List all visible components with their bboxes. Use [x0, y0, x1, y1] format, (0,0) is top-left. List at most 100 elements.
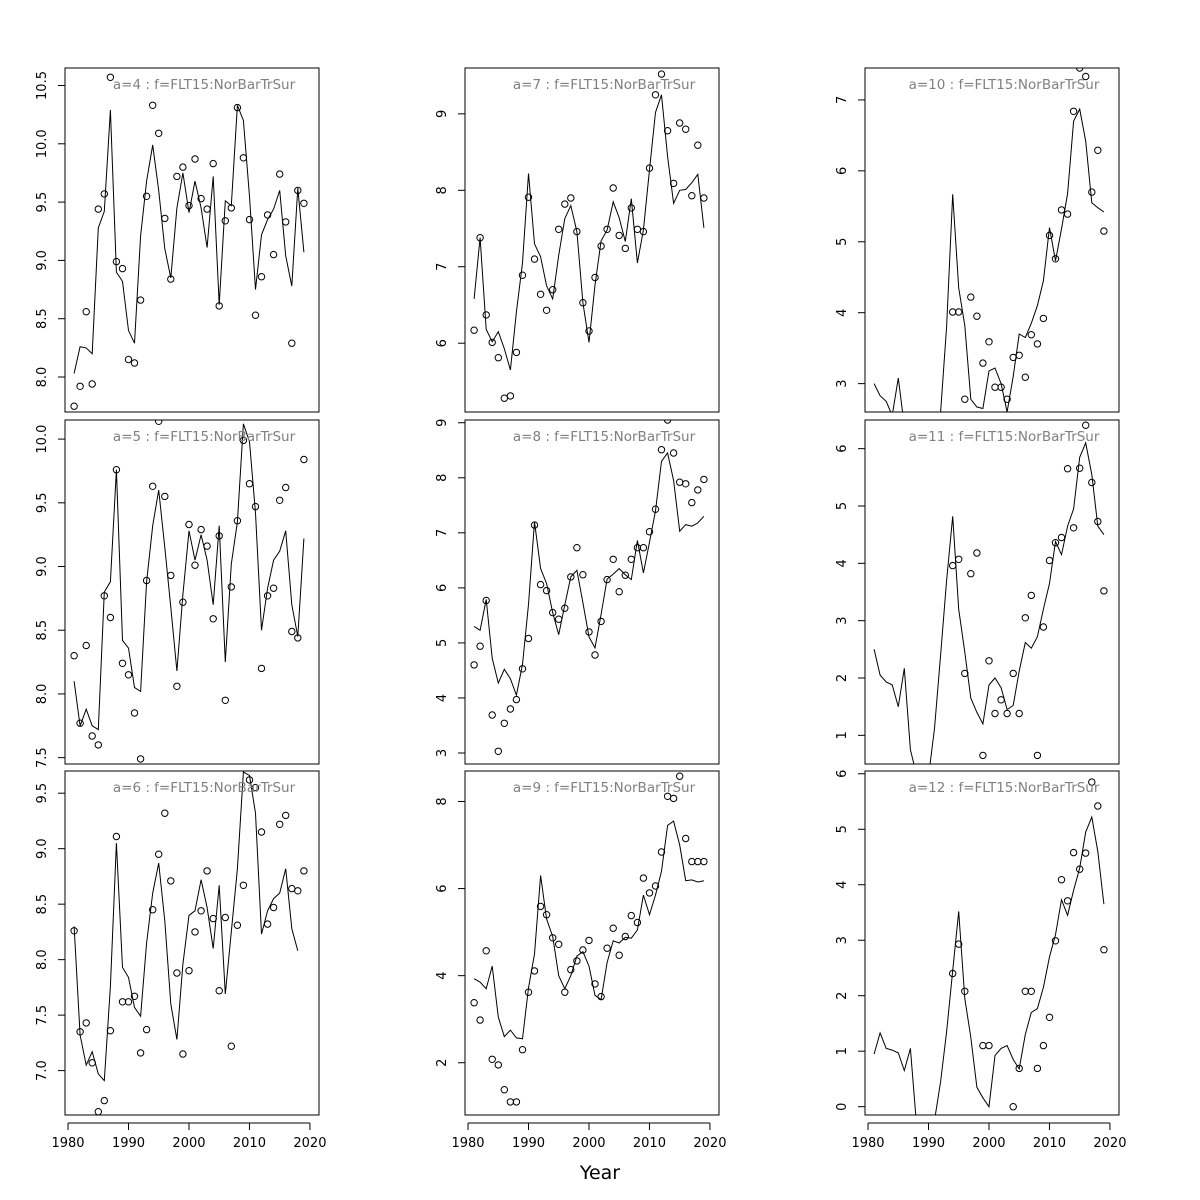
observed-point — [191, 155, 199, 163]
y-tick-label: 8.5 — [35, 894, 50, 915]
observed-point — [197, 525, 205, 534]
y-tick-label: 3 — [835, 617, 850, 625]
observed-point — [1015, 351, 1023, 359]
observed-point — [621, 571, 629, 579]
observed-point — [76, 1028, 84, 1036]
observed-point — [239, 154, 248, 162]
panel-2: a=7 : f=FLT15:NorBarTrSur 6 7 8 9 — [435, 67, 720, 413]
observed-point — [615, 588, 623, 596]
observed-point — [488, 711, 496, 719]
y-tick-label: 4 — [435, 972, 450, 980]
observed-point — [573, 544, 581, 552]
observed-point — [1015, 1064, 1023, 1073]
observed-point — [1009, 1103, 1017, 1111]
observed-point — [124, 998, 133, 1006]
panel-title: a=6 : f=FLT15:NorBarTrSur — [113, 780, 296, 796]
observed-point — [112, 257, 121, 266]
x-tick-label: 2020 — [293, 1136, 326, 1151]
y-tick-label: 7 — [435, 529, 450, 537]
observed-point — [233, 103, 242, 112]
observed-point — [1057, 533, 1066, 542]
observed-point — [518, 1046, 527, 1054]
observed-point — [82, 308, 90, 316]
observed-point — [197, 194, 205, 203]
observed-point — [542, 586, 551, 595]
observed-point — [179, 163, 187, 171]
observed-point — [676, 478, 684, 486]
observed-point — [694, 486, 702, 494]
observed-point — [585, 936, 593, 945]
observed-point — [524, 193, 533, 201]
panel-frame — [464, 419, 720, 765]
fitted-line — [873, 107, 1105, 412]
observed-point — [573, 227, 581, 236]
observed-point — [542, 911, 551, 919]
observed-point — [476, 1016, 484, 1024]
observed-point — [209, 914, 217, 923]
observed-point — [130, 359, 139, 367]
observed-point — [567, 573, 575, 581]
y-tick-label: 9 — [435, 419, 450, 427]
observed-point — [227, 204, 236, 212]
x-tick-label: 1990 — [112, 1136, 145, 1151]
x-tick-label: 2020 — [1093, 1136, 1126, 1151]
observed-point — [579, 946, 587, 954]
observed-point — [82, 641, 90, 650]
observed-point — [136, 755, 145, 763]
observed-point — [518, 665, 527, 673]
observed-point — [500, 1086, 508, 1094]
observed-point — [470, 999, 478, 1007]
observed-point — [494, 354, 502, 362]
observed-point — [245, 776, 254, 784]
panel-title: a=12 : f=FLT15:NorBarTrSur — [909, 780, 1100, 796]
observed-point — [136, 1049, 145, 1057]
observed-point — [1027, 331, 1036, 339]
observed-point — [561, 200, 569, 208]
observed-point — [694, 141, 702, 149]
observed-point — [245, 480, 254, 488]
observed-point — [227, 583, 236, 591]
y-tick-label: 1 — [835, 1047, 850, 1055]
plot-area — [470, 420, 708, 755]
y-tick-label: 8.5 — [35, 308, 50, 329]
observed-point — [645, 528, 654, 536]
panel-9: a=12 : f=FLT15:NorBarTrSur 0 1 2 3 4 5 6 1980 199… — [835, 770, 1126, 1151]
y-tick-label: 3 — [835, 936, 850, 944]
observed-point — [518, 271, 527, 279]
y-tick-label: 8.5 — [35, 620, 50, 641]
observed-point — [70, 402, 78, 410]
y-tick-label: 4 — [835, 881, 850, 889]
y-tick-label: 4 — [835, 559, 850, 567]
observed-point — [549, 286, 557, 294]
observed-point — [603, 225, 611, 234]
observed-point — [609, 184, 617, 192]
observed-point — [1021, 614, 1030, 622]
observed-point — [639, 544, 648, 552]
observed-point — [997, 696, 1005, 704]
y-tick-label: 6 — [835, 167, 850, 175]
y-tick-label: 1 — [835, 731, 850, 739]
observed-point — [633, 918, 642, 927]
x-axis-label: Year — [579, 1162, 620, 1184]
observed-point — [597, 617, 605, 626]
observed-point — [1076, 464, 1084, 472]
y-tick-label: 8.0 — [35, 684, 50, 705]
observed-point — [676, 772, 684, 780]
y-tick-label: 10.0 — [35, 129, 50, 158]
observed-point — [627, 555, 635, 563]
observed-point — [149, 906, 157, 914]
observed-point — [94, 741, 103, 749]
fitted-line — [473, 451, 705, 698]
observed-point — [173, 172, 181, 181]
observed-point — [639, 874, 648, 882]
observed-point — [191, 561, 199, 569]
observed-point — [130, 992, 139, 1000]
y-tick-label: 5 — [435, 639, 450, 647]
observed-point — [251, 502, 260, 511]
observed-point — [615, 231, 623, 240]
x-tick-label: 1980 — [451, 1136, 484, 1151]
observed-point — [1057, 206, 1066, 214]
observed-point — [263, 592, 272, 600]
observed-point — [682, 480, 690, 488]
observed-point — [669, 179, 678, 188]
